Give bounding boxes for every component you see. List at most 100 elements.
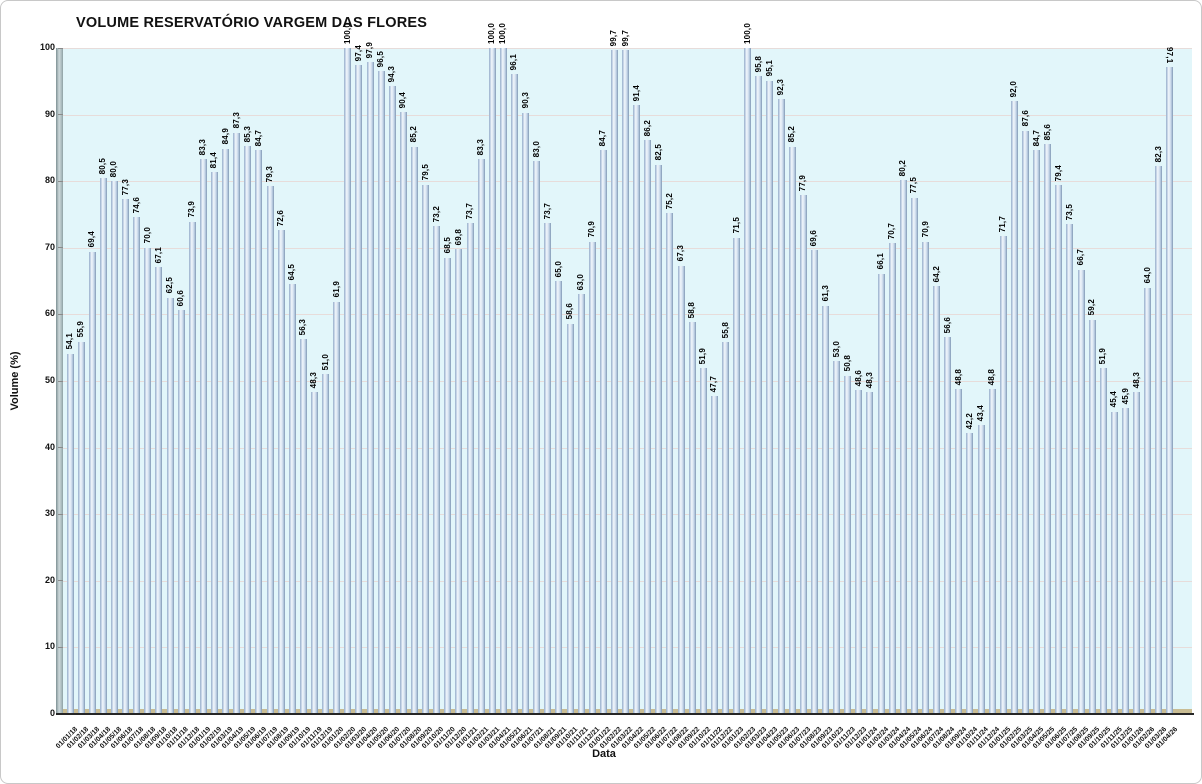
bar-value-label: 99,7 [620,29,630,46]
bar [433,226,441,714]
bar [577,294,585,714]
bar-value-label: 100,0 [742,22,752,44]
bar [222,148,230,714]
bar [944,337,952,714]
bar [499,48,507,714]
bar-value-label: 83,0 [531,140,541,158]
bar [722,342,730,714]
bar [88,251,96,714]
bar-value-label: 42,2 [964,412,974,429]
bar-value-label: 84,9 [220,128,230,145]
bar-value-label: 64,0 [1142,267,1152,284]
bar-value-label: 85,3 [242,125,252,142]
bar [510,73,518,714]
y-tick-label: 10 [44,641,55,652]
bar-value-label: 96,1 [509,53,519,70]
bar [344,48,352,714]
bar-value-label: 77,5 [909,177,919,194]
bar-value-label: 73,7 [465,202,474,220]
bar-value-label: 83,3 [198,138,208,156]
bar-value-label: 73,7 [542,202,552,220]
bar [1166,67,1174,714]
bar [255,149,263,714]
bar [277,230,285,714]
bar-value-label: 73,5 [1064,204,1074,221]
bar-value-label: 70,0 [142,227,152,244]
bar [233,132,241,714]
y-tick-label: 80 [44,175,55,186]
bar [244,145,252,714]
bar [599,149,607,714]
bar [699,368,707,714]
bar-value-label: 80,2 [898,159,908,176]
bar [755,75,763,714]
bar-value-label: 69,6 [809,230,819,247]
x-axis-title: Data [592,748,616,760]
bar-value-label: 72,6 [276,210,286,227]
bar [844,375,852,714]
bar-value-label: 95,1 [764,60,774,77]
bar [166,297,174,714]
bar [177,310,185,714]
bar [1077,269,1085,714]
bar-value-label: 64,2 [931,266,941,283]
bar-value-label: 50,8 [842,355,852,372]
y-tick-label: 30 [44,508,55,519]
bar [410,146,418,714]
bar-value-label: 70,7 [887,222,897,240]
bar [333,301,341,714]
bar [588,241,596,714]
bar-value-label: 90,3 [520,92,530,109]
bar [444,257,452,714]
bar-value-label: 74,6 [131,196,141,214]
bar [533,161,541,714]
bar-value-label: 58,6 [565,303,574,320]
bar-value-label: 86,2 [642,119,652,136]
bar-value-label: 48,3 [309,371,319,389]
chart-title: VOLUME RESERVATÓRIO VARGEM DAS FLORES [76,15,428,31]
y-tick-label: 20 [44,574,55,585]
bar [310,392,318,714]
bar [622,49,630,714]
bar-value-label: 100,0 [342,22,352,44]
bar-value-label: 59,2 [1087,299,1097,316]
bar [833,361,841,714]
bar [977,424,985,714]
bar-value-label: 55,9 [76,321,86,338]
bar [855,390,863,714]
bar [888,243,896,714]
bar-value-label: 51,0 [320,353,330,371]
bar-value-label: 75,2 [664,192,674,210]
bar-value-label: 65,0 [553,260,563,278]
bar [299,339,307,714]
bar-value-label: 83,3 [476,138,486,156]
bar [799,195,807,714]
bar-value-label: 45,4 [1109,391,1119,408]
bar-value-label: 70,9 [587,221,597,238]
y-tick-label: 40 [44,441,55,452]
bar [288,284,296,714]
bar-value-label: 71,7 [998,216,1008,233]
bar [544,223,552,714]
bar [555,281,563,714]
bar-value-label: 67,3 [676,245,686,262]
bar-value-label: 100,0 [487,22,497,44]
bar [388,85,396,714]
bar [322,374,330,714]
bar [110,181,118,714]
bar [399,111,407,714]
bar [522,112,530,714]
bar-value-label: 82,3 [1153,145,1163,162]
bar-value-label: 64,5 [287,264,297,281]
bar [77,341,85,714]
bar-value-label: 69,4 [87,231,97,248]
bar-value-label: 63,0 [576,274,586,291]
bar [610,49,618,714]
bar [66,353,74,714]
bar [1055,185,1063,714]
bar [133,217,141,714]
bar-value-label: 97,1 [1164,46,1174,64]
bar [810,250,818,714]
bar-value-label: 48,3 [1131,371,1141,389]
bar-value-label: 58,8 [687,302,697,319]
